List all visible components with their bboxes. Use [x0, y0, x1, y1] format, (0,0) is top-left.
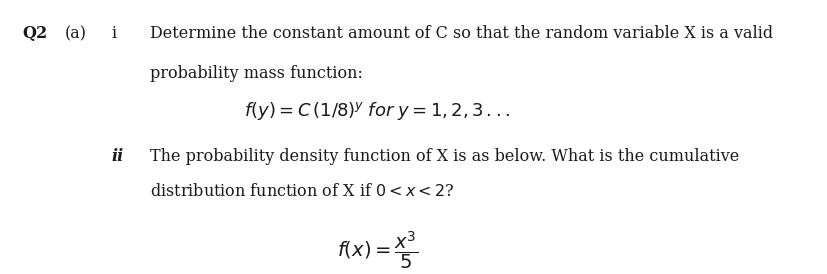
Text: Q2: Q2: [22, 25, 48, 42]
Text: The probability density function of X is as below. What is the cumulative: The probability density function of X is…: [151, 148, 739, 165]
Text: $f(x) = \dfrac{x^{3}}{5}$: $f(x) = \dfrac{x^{3}}{5}$: [336, 229, 418, 271]
Text: $f(y) = C\,(1/8)^{y}\; for\; y = 1, 2, 3\,...$: $f(y) = C\,(1/8)^{y}\; for\; y = 1, 2, 3…: [244, 100, 509, 122]
Text: probability mass function:: probability mass function:: [151, 65, 363, 82]
Text: i: i: [111, 25, 117, 42]
Text: distribution function of X if $0{<}x{<}2$?: distribution function of X if $0{<}x{<}2…: [151, 183, 454, 200]
Text: Determine the constant amount of C so that the random variable X is a valid: Determine the constant amount of C so th…: [151, 25, 772, 42]
Text: (a): (a): [65, 25, 87, 42]
Text: ii: ii: [111, 148, 123, 165]
